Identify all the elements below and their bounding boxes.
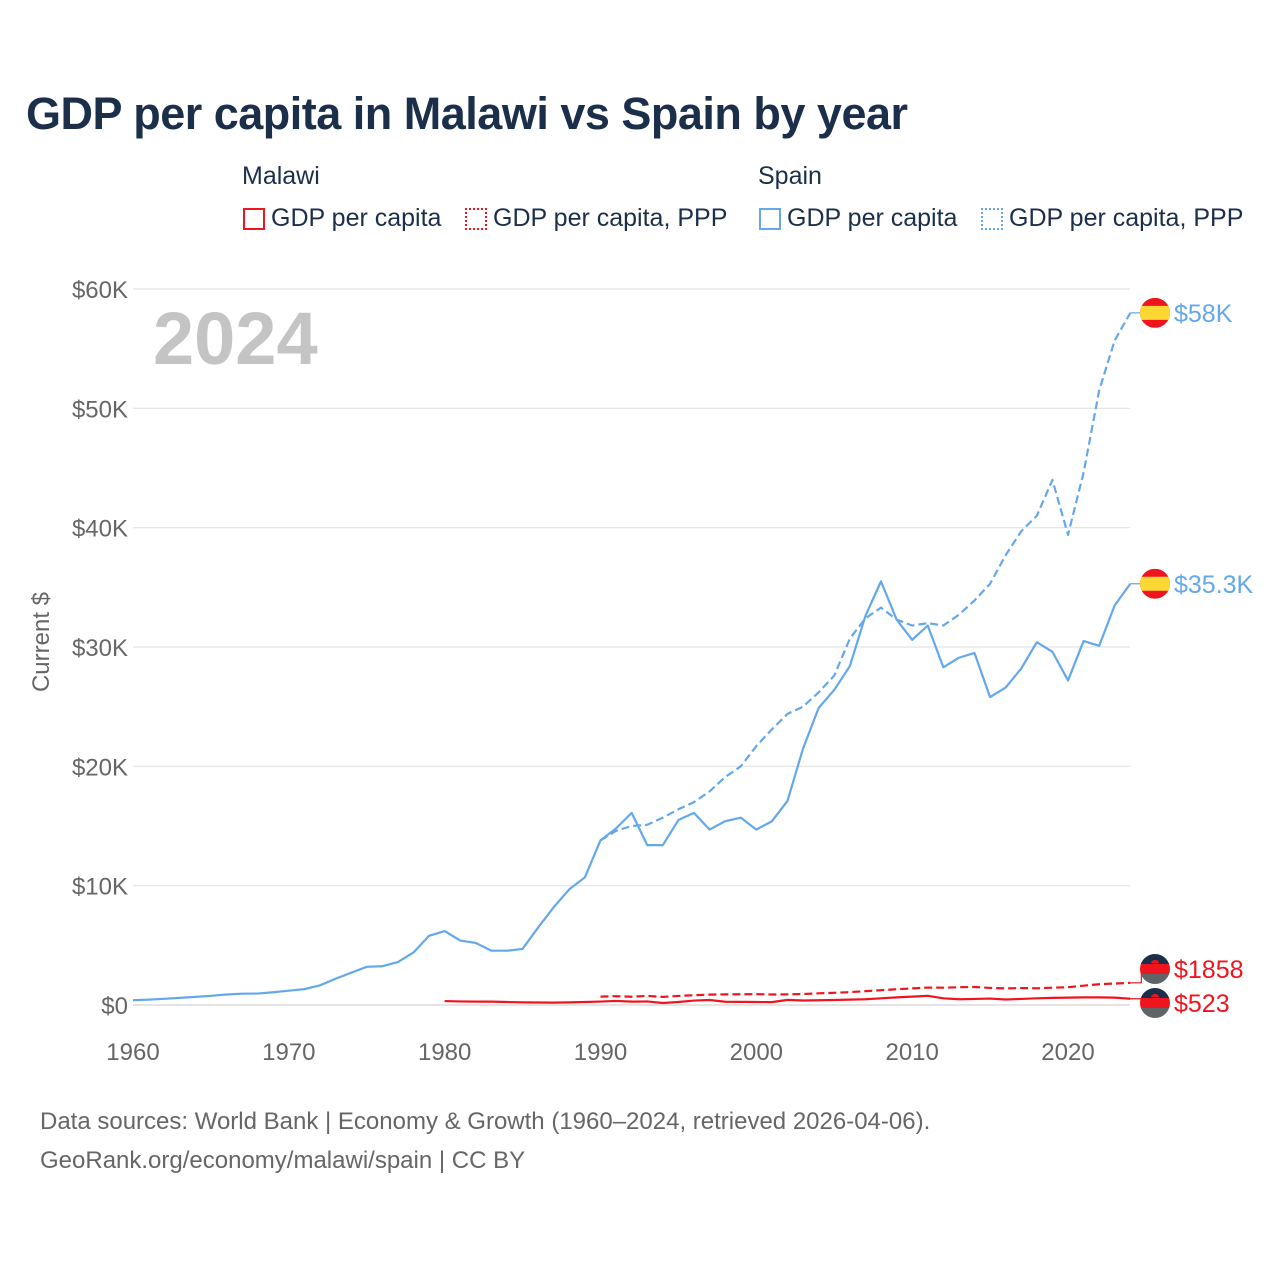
legend-swatch-solid-red bbox=[243, 207, 265, 230]
x-tick-label: 2020 bbox=[1041, 1039, 1094, 1066]
y-tick-label: $50K bbox=[72, 396, 128, 423]
series-line-malawi bbox=[444, 994, 1131, 1005]
legend-label: GDP per capita, PPP bbox=[493, 204, 728, 232]
legend-swatch-solid-blue bbox=[759, 207, 781, 230]
legend-spain-gdp[interactable]: GDP per capita bbox=[759, 204, 957, 233]
legend-swatch-dotted-blue bbox=[981, 207, 1003, 230]
malawi-flag-icon bbox=[1140, 988, 1170, 1018]
x-tick-label: 1990 bbox=[574, 1039, 627, 1066]
x-tick-label: 2010 bbox=[885, 1039, 938, 1066]
legend-group-spain: Spain bbox=[758, 162, 822, 190]
legend-label: GDP per capita bbox=[271, 204, 442, 232]
label-connector bbox=[1130, 998, 1142, 1004]
footer-sources: Data sources: World Bank | Economy & Gro… bbox=[40, 1108, 931, 1135]
chart-title: GDP per capita in Malawi vs Spain by yea… bbox=[26, 88, 908, 139]
legend-label: GDP per capita bbox=[787, 204, 958, 232]
label-connector bbox=[1130, 968, 1142, 984]
legend-spain-gdp-ppp[interactable]: GDP per capita, PPP bbox=[981, 204, 1243, 233]
legend-malawi-gdp[interactable]: GDP per capita bbox=[243, 204, 441, 233]
y-tick-label: $20K bbox=[72, 754, 128, 781]
legend-label: GDP per capita, PPP bbox=[1009, 204, 1244, 232]
y-tick-label: $0 bbox=[101, 993, 128, 1020]
x-tick-label: 1970 bbox=[262, 1039, 315, 1066]
end-value-label: $523 bbox=[1174, 990, 1230, 1018]
spain-flag-icon bbox=[1140, 297, 1170, 328]
spain-flag-icon bbox=[1140, 568, 1170, 599]
year-watermark: 2024 bbox=[153, 297, 318, 380]
y-tick-label: $30K bbox=[72, 635, 128, 662]
y-tick-label: $40K bbox=[72, 516, 128, 543]
x-tick-label: 1960 bbox=[106, 1039, 159, 1066]
series-line-malawi-ppp bbox=[600, 981, 1131, 998]
y-tick-label: $60K bbox=[72, 277, 128, 304]
y-tick-label: $10K bbox=[72, 874, 128, 901]
legend-swatch-dotted-red bbox=[465, 207, 487, 230]
series-line-spain-ppp bbox=[599, 312, 1132, 842]
x-tick-label: 1980 bbox=[418, 1039, 471, 1066]
legend-malawi-gdp-ppp[interactable]: GDP per capita, PPP bbox=[465, 204, 727, 233]
footer-attribution: GeoRank.org/economy/malawi/spain | CC BY bbox=[40, 1147, 526, 1174]
end-value-label: $35.3K bbox=[1174, 571, 1254, 599]
malawi-flag-icon bbox=[1140, 954, 1170, 984]
series-line-spain bbox=[132, 580, 1132, 1002]
x-tick-label: 2000 bbox=[730, 1039, 783, 1066]
legend-group-malawi: Malawi bbox=[242, 162, 320, 190]
end-value-label: $58K bbox=[1174, 300, 1233, 328]
end-value-label: $1858 bbox=[1174, 956, 1244, 984]
